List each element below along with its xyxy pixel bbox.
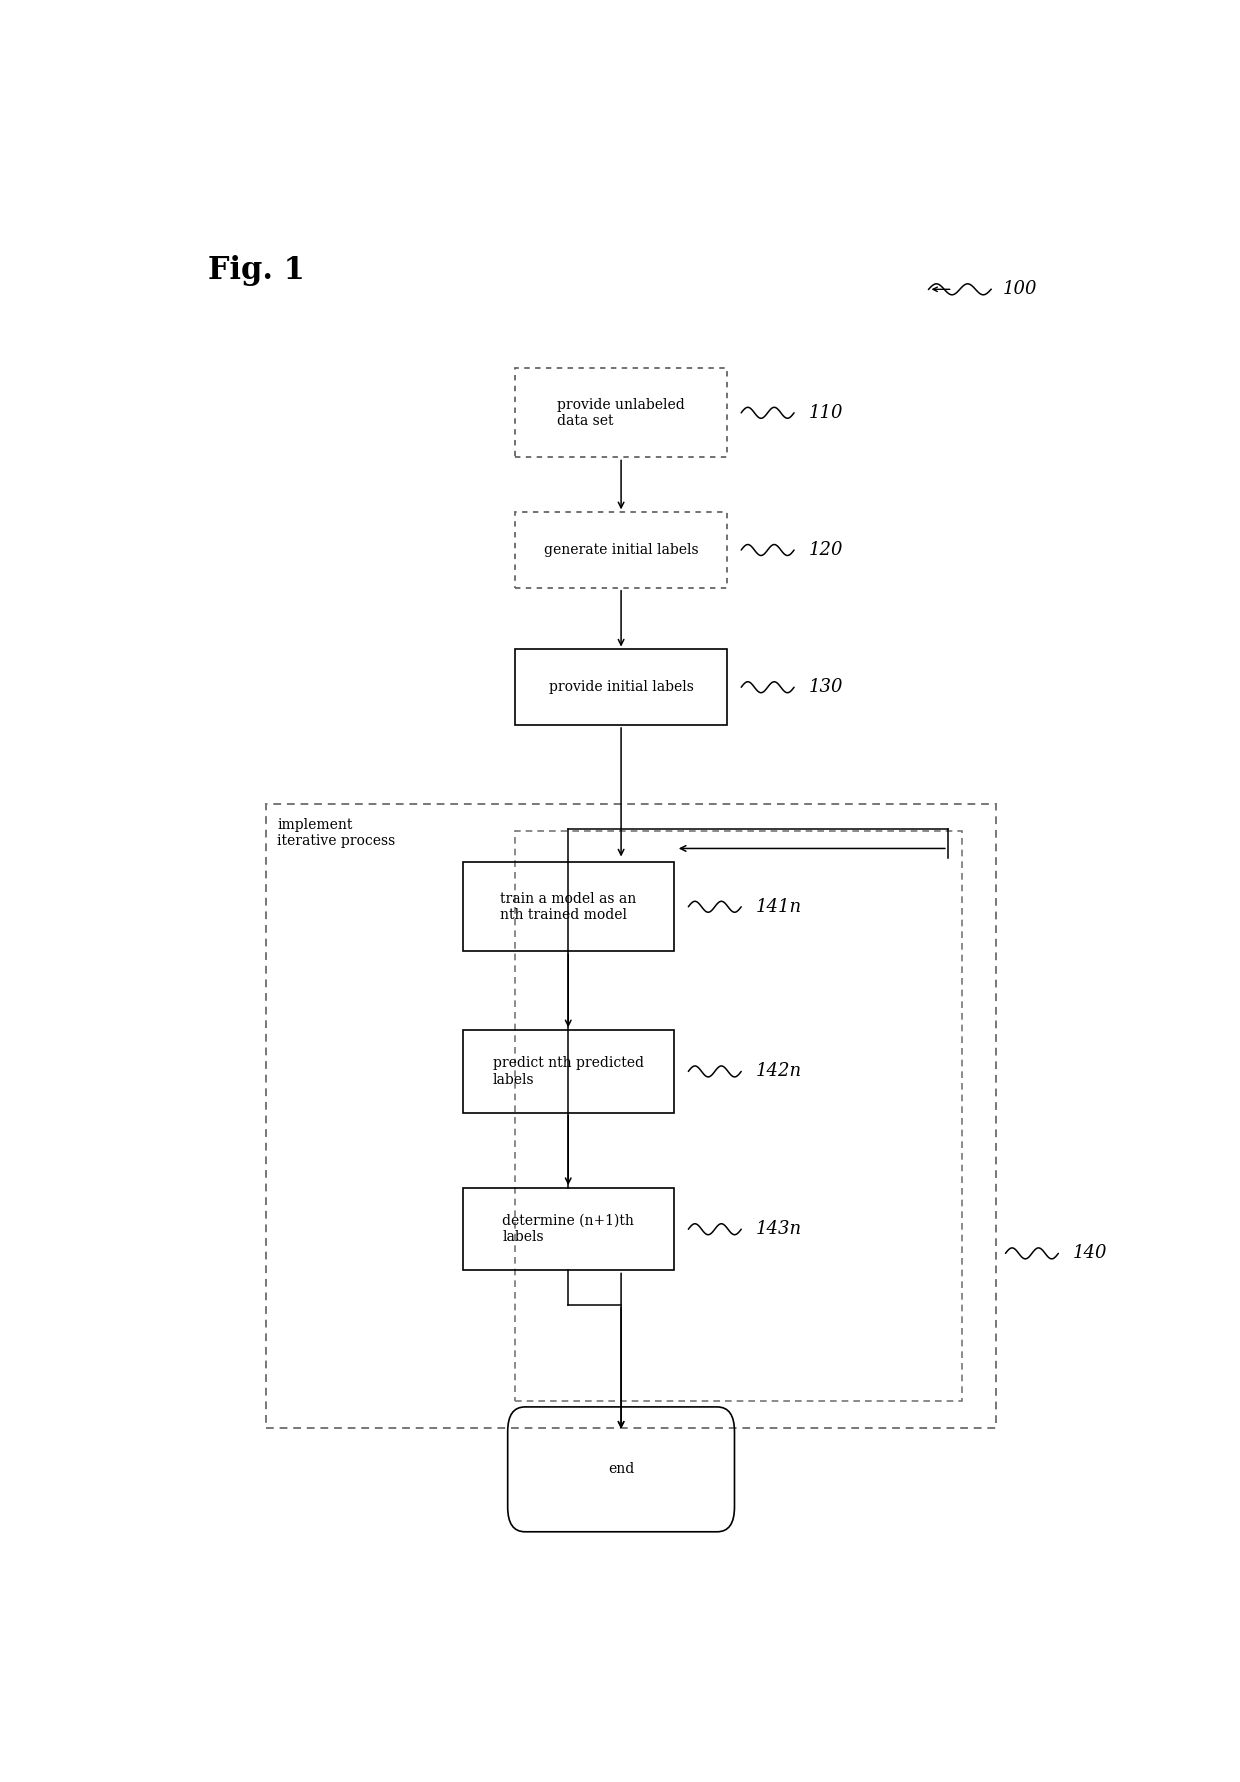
Text: 140: 140 xyxy=(1073,1244,1107,1262)
Bar xyxy=(265,804,996,1427)
Text: provide unlabeled
data set: provide unlabeled data set xyxy=(557,397,684,428)
Text: Fig. 1: Fig. 1 xyxy=(208,255,305,285)
Bar xyxy=(516,369,727,458)
Bar xyxy=(463,862,675,952)
Text: 143n: 143n xyxy=(755,1221,802,1238)
Bar xyxy=(463,1030,675,1112)
Text: 142n: 142n xyxy=(755,1062,802,1080)
Text: determine (n+1)th
labels: determine (n+1)th labels xyxy=(502,1214,634,1244)
Bar xyxy=(516,511,727,588)
Bar xyxy=(463,1189,675,1271)
Text: train a model as an
nth trained model: train a model as an nth trained model xyxy=(500,891,636,921)
Text: end: end xyxy=(608,1463,634,1475)
Text: generate initial labels: generate initial labels xyxy=(544,544,698,558)
Bar xyxy=(516,830,962,1401)
Text: 141n: 141n xyxy=(755,898,802,916)
Text: implement
iterative process: implement iterative process xyxy=(277,818,396,848)
Bar xyxy=(516,649,727,725)
Text: 110: 110 xyxy=(808,405,843,422)
Text: provide initial labels: provide initial labels xyxy=(548,681,693,695)
Text: 130: 130 xyxy=(808,679,843,697)
Text: 100: 100 xyxy=(1003,280,1037,298)
Text: 120: 120 xyxy=(808,542,843,560)
Text: predict nth predicted
labels: predict nth predicted labels xyxy=(492,1057,644,1087)
